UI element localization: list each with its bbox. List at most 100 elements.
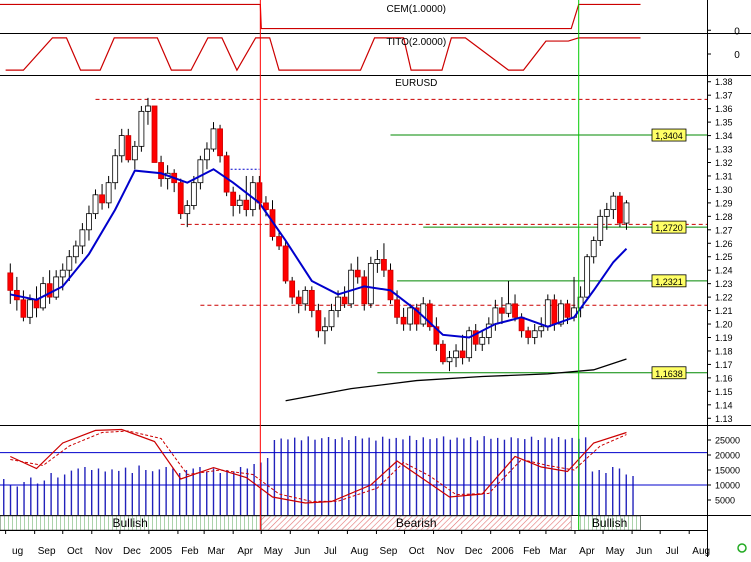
candle-bearish bbox=[413, 307, 420, 325]
x-tick-label: Jul bbox=[666, 546, 679, 557]
price-y-tick-label: 1.37 bbox=[715, 91, 733, 101]
stochastic-k-line bbox=[10, 428, 627, 504]
candle-bullish bbox=[59, 269, 66, 278]
candle-bearish bbox=[394, 299, 400, 318]
x-tick-label: Jun bbox=[294, 546, 310, 557]
candle-bullish bbox=[322, 326, 328, 332]
candle-bullish bbox=[610, 195, 617, 211]
candle-bearish bbox=[223, 155, 230, 193]
candle-bullish bbox=[302, 289, 309, 305]
trend-band-label: Bearish bbox=[396, 516, 437, 530]
price-y-tick-label: 1.36 bbox=[715, 104, 733, 114]
candle-bearish bbox=[433, 326, 440, 345]
candle-bullish bbox=[531, 330, 538, 338]
x-tick-label: May bbox=[606, 546, 625, 557]
price-level-label: 1,1638 bbox=[655, 369, 683, 379]
x-tick-label: Aug bbox=[351, 546, 369, 557]
candle-bearish bbox=[99, 194, 105, 204]
trend-band-label: Bullish bbox=[592, 516, 627, 530]
candle-bearish bbox=[361, 276, 368, 305]
x-tick-label: Jun bbox=[636, 546, 652, 557]
moving-average-line bbox=[10, 168, 628, 339]
price-level-label-box bbox=[651, 128, 687, 142]
tito-line bbox=[5, 37, 641, 72]
candle-bearish bbox=[20, 299, 27, 318]
candle-bullish bbox=[197, 159, 204, 184]
candle-bullish bbox=[138, 110, 145, 147]
candle-bearish bbox=[551, 299, 558, 325]
volume-y-tick-label: 10000 bbox=[715, 481, 740, 491]
long-moving-average-line bbox=[285, 358, 627, 402]
candle-bearish bbox=[400, 316, 407, 325]
candle-bearish bbox=[230, 191, 237, 206]
x-tick-label: Sep bbox=[380, 546, 398, 557]
candle-bullish bbox=[584, 256, 591, 298]
candle-bearish bbox=[289, 280, 296, 298]
candle-bearish bbox=[381, 259, 387, 271]
x-tick-label: 2006 bbox=[492, 546, 515, 557]
price-y-tick-label: 1.16 bbox=[715, 373, 733, 383]
x-tick-label: 2005 bbox=[150, 546, 173, 557]
candle-bullish bbox=[210, 128, 217, 150]
candle-bullish bbox=[485, 323, 492, 338]
candle-bearish bbox=[125, 135, 132, 161]
price-y-tick-label: 1.21 bbox=[715, 306, 733, 316]
candle-bullish bbox=[72, 245, 79, 258]
candle-bearish bbox=[617, 195, 623, 224]
candle-bearish bbox=[177, 182, 184, 215]
cem-line bbox=[0, 3, 641, 30]
price-y-tick-label: 1.17 bbox=[715, 360, 733, 370]
candle-bearish bbox=[308, 289, 315, 311]
candle-bearish bbox=[315, 310, 322, 332]
candle-bullish bbox=[86, 213, 92, 231]
price-y-tick-label: 1.23 bbox=[715, 279, 733, 289]
price-y-tick-label: 1.22 bbox=[715, 293, 733, 303]
candle-bullish bbox=[105, 182, 112, 204]
candle-bullish bbox=[446, 357, 453, 363]
candle-bearish bbox=[525, 330, 532, 338]
candle-bullish bbox=[348, 269, 355, 305]
candle-bearish bbox=[33, 299, 40, 309]
price-y-tick-label: 1.26 bbox=[715, 239, 733, 249]
x-tick-label: Apr bbox=[237, 546, 253, 557]
candle-bullish bbox=[204, 148, 210, 161]
x-tick-label: Dec bbox=[465, 546, 483, 557]
x-tick-label: Oct bbox=[67, 546, 83, 557]
candle-bearish bbox=[256, 182, 263, 204]
candle-bullish bbox=[597, 215, 604, 241]
candle-bearish bbox=[243, 199, 250, 211]
x-tick-label: Dec bbox=[123, 546, 141, 557]
price-y-tick-label: 1.15 bbox=[715, 387, 733, 397]
x-tick-label: Feb bbox=[181, 546, 199, 557]
price-y-tick-label: 1.29 bbox=[715, 198, 733, 208]
x-tick-label: Nov bbox=[95, 546, 113, 557]
volume-y-tick-label: 5000 bbox=[715, 496, 735, 506]
candle-bullish bbox=[544, 299, 551, 328]
candle-bearish bbox=[263, 202, 269, 211]
x-tick-label: Oct bbox=[409, 546, 425, 557]
price-y-tick-label: 1.13 bbox=[715, 414, 733, 424]
price-y-tick-label: 1.27 bbox=[715, 225, 733, 235]
x-tick-label: May bbox=[264, 546, 283, 557]
x-tick-label: Apr bbox=[579, 546, 595, 557]
candle-bullish bbox=[407, 307, 414, 325]
price-level-label: 1,3404 bbox=[655, 131, 683, 141]
candle-bullish bbox=[558, 303, 564, 325]
price-y-tick-label: 1.20 bbox=[715, 320, 733, 330]
cem-title: CEM(1.0000) bbox=[387, 4, 446, 15]
candle-bullish bbox=[66, 256, 73, 271]
candle-bearish bbox=[354, 269, 361, 278]
x-tick-label: Aug bbox=[692, 546, 710, 557]
cem-y-tick-label: 0 bbox=[734, 26, 740, 37]
candle-bullish bbox=[479, 337, 486, 345]
price-y-tick-label: 1.33 bbox=[715, 145, 733, 155]
candle-bearish bbox=[7, 272, 14, 291]
candle-bullish bbox=[118, 135, 125, 157]
x-tick-label: ug bbox=[12, 546, 23, 557]
x-tick-label: Feb bbox=[523, 546, 541, 557]
candle-bullish bbox=[145, 105, 151, 112]
candle-bearish bbox=[426, 303, 433, 328]
candle-bullish bbox=[335, 296, 341, 311]
